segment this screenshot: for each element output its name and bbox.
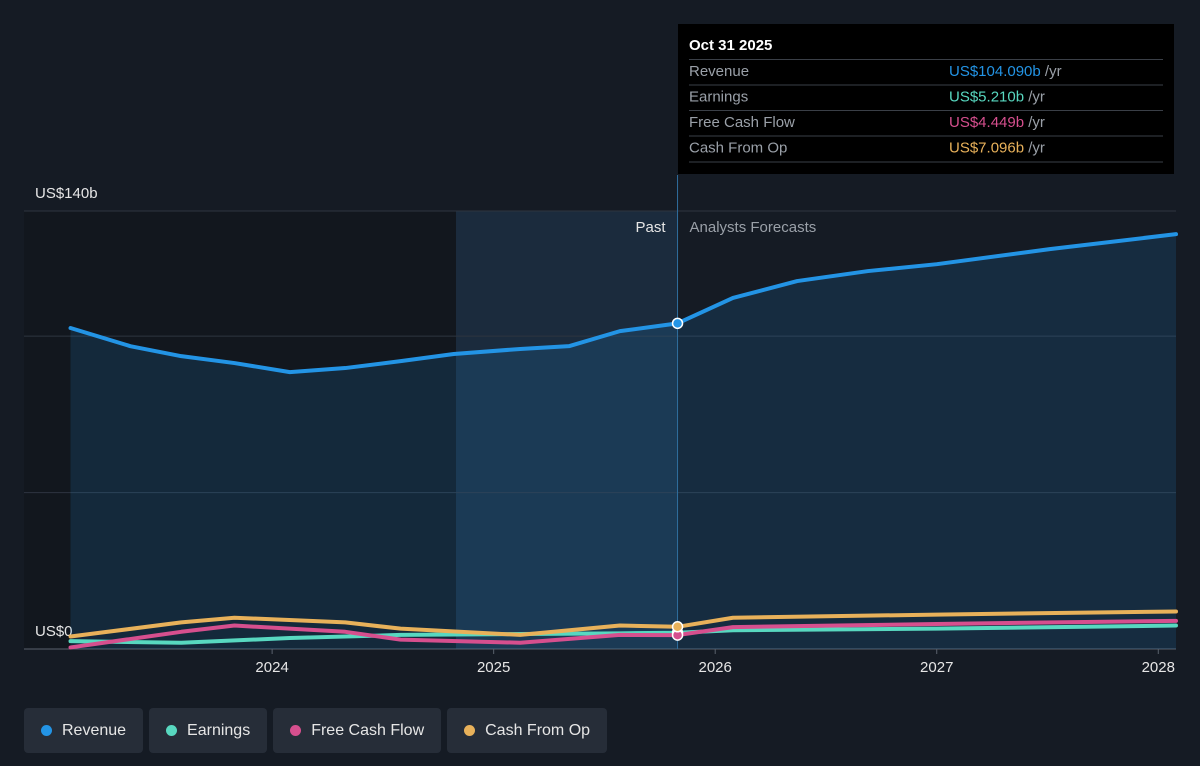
tooltip-value-number: US$104.090b	[949, 63, 1041, 80]
legend-item[interactable]: Cash From Op	[447, 708, 608, 753]
tooltip-suffix: /yr	[1028, 88, 1045, 105]
line	[68, 609, 1178, 639]
legend-swatch	[464, 725, 476, 736]
tooltip-value: US$104.090b /yr	[949, 63, 1062, 80]
tooltip-label: Cash From Op	[689, 139, 787, 156]
tooltip-value: US$4.449b /yr	[949, 114, 1045, 131]
tooltip-suffix: /yr	[1028, 139, 1045, 156]
past-label: Past	[636, 219, 667, 236]
highlight-band	[456, 211, 678, 649]
tooltip-value-number: US$4.449b	[949, 114, 1024, 131]
x-tick-label: 2025	[477, 659, 510, 676]
tooltip-value: US$7.096b /yr	[949, 139, 1045, 156]
forecast-label: Analysts Forecasts	[690, 219, 817, 236]
tooltip-label: Revenue	[689, 63, 749, 80]
legend-item[interactable]: Free Cash Flow	[273, 708, 442, 753]
tooltip-box	[678, 24, 1174, 174]
line	[68, 623, 1178, 645]
legend: Revenue Earnings Free Cash Flow Cash From O…	[24, 708, 608, 753]
tooltip-suffix: /yr	[1045, 63, 1062, 80]
x-tick-label: 2028	[1142, 659, 1175, 676]
line	[68, 618, 1178, 650]
tooltip-value-number: US$5.210b	[949, 88, 1024, 105]
legend-label: Free Cash Flow	[311, 721, 425, 739]
point-marker	[671, 621, 684, 633]
line	[68, 232, 1178, 375]
tooltip: Oct 31 2025 Revenue US$104.090b /yr Earning…	[678, 24, 1174, 174]
y-tick-label: US$140b	[35, 185, 98, 202]
tooltip-label: Free Cash Flow	[689, 114, 795, 131]
tooltip-label: Earnings	[689, 88, 748, 105]
legend-swatch	[166, 725, 178, 736]
x-tick-label: 2027	[920, 659, 953, 676]
tooltip-date: Oct 31 2025	[689, 37, 772, 54]
area	[70, 234, 1177, 649]
x-tick-label: 2024	[255, 659, 288, 676]
legend-item[interactable]: Earnings	[149, 708, 268, 753]
tooltip-value: US$5.210b /yr	[949, 88, 1045, 105]
legend-label: Revenue	[62, 721, 127, 739]
chart: US$0 US$140b 2024 2025 2026 2027 2028 Past Analy…	[24, 24, 1178, 676]
tooltip-suffix: /yr	[1028, 114, 1045, 131]
tooltip-value-number: US$7.096b	[949, 139, 1024, 156]
legend-label: Cash From Op	[485, 721, 591, 739]
legend-item[interactable]: Revenue	[24, 708, 144, 753]
legend-swatch	[290, 725, 302, 736]
legend-label: Earnings	[187, 721, 251, 739]
legend-swatch	[41, 725, 52, 736]
past-shade	[24, 211, 456, 649]
x-tick-label: 2026	[699, 659, 732, 676]
y-tick-label: US$0	[35, 623, 73, 640]
point-marker	[671, 317, 684, 330]
